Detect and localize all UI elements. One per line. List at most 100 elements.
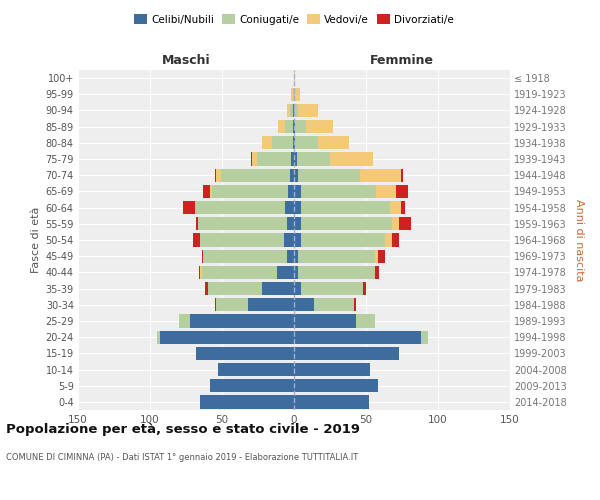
Bar [301, 282, 363, 295]
Bar [291, 88, 293, 101]
Bar [377, 250, 385, 263]
Bar [294, 88, 295, 101]
Bar [330, 152, 373, 166]
Bar [396, 185, 408, 198]
Bar [421, 330, 428, 344]
Bar [294, 298, 314, 312]
Bar [286, 120, 293, 134]
Bar [301, 234, 385, 246]
Bar [294, 201, 301, 214]
Bar [294, 266, 298, 279]
Bar [211, 185, 212, 198]
Bar [293, 104, 294, 117]
Bar [376, 185, 396, 198]
Bar [288, 185, 294, 198]
Bar [200, 266, 202, 279]
Text: Maschi: Maschi [161, 54, 211, 67]
Bar [286, 201, 294, 214]
Y-axis label: Fasce di età: Fasce di età [31, 207, 41, 273]
Bar [301, 185, 376, 198]
Bar [319, 136, 349, 149]
Legend: Celibi/Nubili, Coniugati/e, Vedovi/e, Divorziati/e: Celibi/Nubili, Coniugati/e, Vedovi/e, Di… [130, 10, 458, 29]
Bar [294, 330, 421, 344]
Bar [294, 185, 301, 198]
Bar [290, 104, 293, 117]
Bar [294, 152, 297, 166]
Bar [278, 120, 286, 134]
Bar [363, 282, 366, 295]
Bar [399, 217, 410, 230]
Bar [199, 266, 200, 279]
Bar [314, 298, 355, 312]
Bar [262, 282, 294, 295]
Bar [200, 396, 294, 408]
Bar [293, 88, 294, 101]
Bar [179, 314, 190, 328]
Bar [218, 363, 294, 376]
Bar [294, 72, 295, 85]
Bar [374, 266, 379, 279]
Bar [374, 250, 377, 263]
Bar [215, 168, 216, 182]
Bar [293, 136, 294, 149]
Bar [272, 136, 293, 149]
Bar [190, 314, 294, 328]
Bar [252, 152, 257, 166]
Text: Femmine: Femmine [370, 54, 434, 67]
Bar [203, 250, 287, 263]
Bar [294, 396, 369, 408]
Bar [355, 298, 356, 312]
Bar [401, 168, 403, 182]
Bar [401, 201, 405, 214]
Bar [294, 379, 377, 392]
Bar [391, 201, 401, 214]
Bar [262, 136, 272, 149]
Bar [211, 379, 294, 392]
Bar [284, 234, 294, 246]
Bar [294, 250, 298, 263]
Bar [298, 168, 360, 182]
Bar [294, 314, 356, 328]
Bar [301, 217, 392, 230]
Bar [196, 217, 197, 230]
Bar [216, 298, 248, 312]
Bar [160, 330, 294, 344]
Bar [221, 168, 290, 182]
Bar [294, 136, 295, 149]
Bar [202, 250, 203, 263]
Bar [301, 201, 391, 214]
Bar [294, 346, 399, 360]
Bar [183, 201, 194, 214]
Bar [257, 152, 291, 166]
Bar [294, 104, 298, 117]
Bar [298, 250, 374, 263]
Bar [291, 152, 294, 166]
Bar [294, 217, 301, 230]
Bar [294, 234, 301, 246]
Bar [287, 104, 290, 117]
Bar [297, 152, 330, 166]
Bar [294, 363, 370, 376]
Bar [216, 168, 221, 182]
Bar [356, 314, 374, 328]
Bar [212, 185, 288, 198]
Bar [392, 217, 399, 230]
Bar [205, 282, 208, 295]
Bar [294, 168, 298, 182]
Bar [360, 168, 401, 182]
Bar [295, 88, 300, 101]
Bar [203, 185, 211, 198]
Bar [208, 282, 262, 295]
Bar [392, 234, 399, 246]
Bar [215, 298, 216, 312]
Bar [298, 266, 374, 279]
Bar [385, 234, 392, 246]
Bar [196, 346, 294, 360]
Bar [193, 234, 200, 246]
Bar [200, 234, 284, 246]
Bar [293, 120, 294, 134]
Bar [251, 152, 252, 166]
Bar [197, 217, 287, 230]
Bar [294, 282, 301, 295]
Bar [248, 298, 294, 312]
